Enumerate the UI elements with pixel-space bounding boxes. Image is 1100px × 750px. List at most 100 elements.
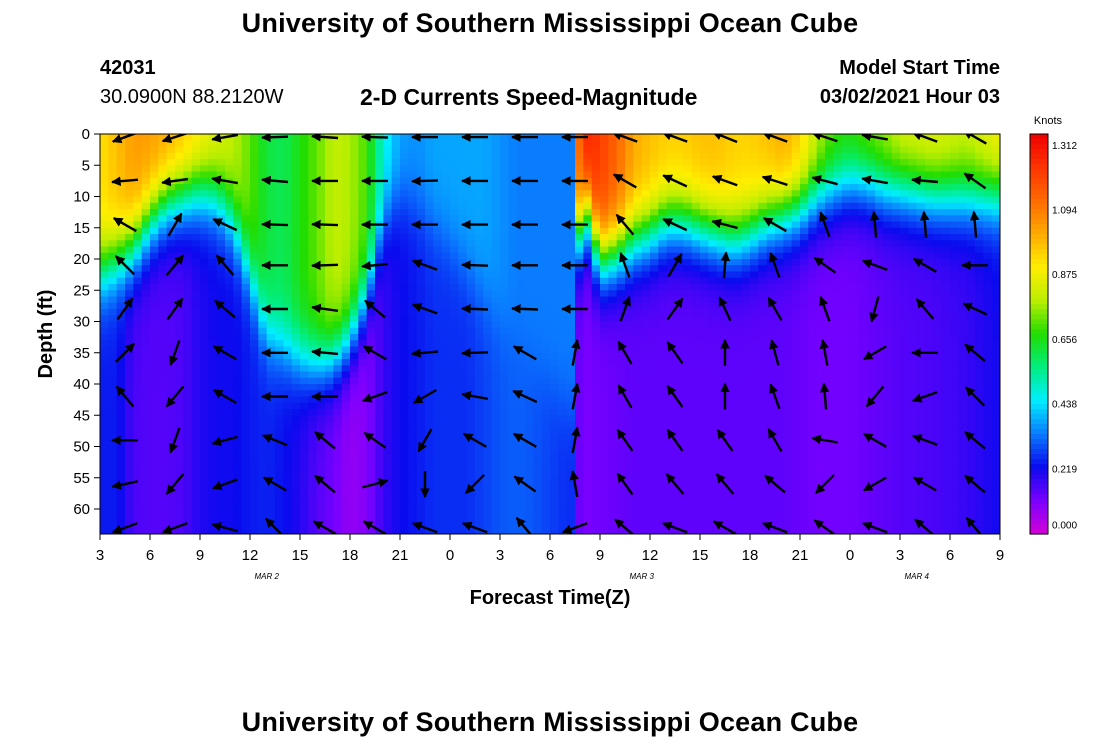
heatmap-cell	[633, 377, 643, 385]
heatmap-cell	[241, 471, 251, 479]
heatmap-cell	[541, 327, 551, 335]
heatmap-cell	[141, 202, 151, 210]
heatmap-cell	[533, 184, 543, 191]
heatmap-cell	[250, 471, 259, 479]
heatmap-cell	[475, 284, 484, 291]
heatmap-cell	[508, 334, 518, 341]
heatmap-cell	[308, 359, 318, 366]
heatmap-cell	[716, 509, 726, 516]
heatmap-cell	[583, 490, 593, 498]
heatmap-cell	[350, 527, 359, 534]
heatmap-cell	[166, 209, 176, 216]
heatmap-cell	[716, 452, 726, 460]
heatmap-cell	[483, 252, 493, 260]
heatmap-cell	[566, 321, 576, 329]
heatmap-cell	[408, 271, 418, 279]
heatmap-cell	[708, 371, 718, 379]
heatmap-cell	[158, 377, 168, 385]
heatmap-cell	[466, 409, 476, 416]
heatmap-cell	[575, 284, 584, 291]
heatmap-cell	[158, 415, 168, 423]
heatmap-cell	[316, 490, 326, 498]
heatmap-cell	[500, 452, 509, 460]
heatmap-cell	[691, 196, 701, 204]
heatmap-cell	[641, 209, 651, 216]
heatmap-cell	[433, 165, 443, 173]
heatmap-cell	[366, 421, 376, 429]
heatmap-cell	[366, 371, 376, 379]
heatmap-cell	[308, 371, 318, 379]
heatmap-cell	[591, 309, 601, 316]
heatmap-cell	[216, 396, 226, 404]
heatmap-cell	[141, 296, 151, 304]
heatmap-cell	[150, 165, 159, 173]
heatmap-cell	[708, 352, 718, 360]
heatmap-cell	[600, 171, 609, 179]
heatmap-cell	[516, 227, 526, 235]
heatmap-cell	[116, 240, 126, 248]
heatmap-cell	[425, 415, 434, 423]
heatmap-cell	[691, 390, 701, 398]
heatmap-cell	[233, 384, 243, 391]
heatmap-cell	[350, 246, 359, 254]
heatmap-cell	[491, 271, 501, 279]
heatmap-cell	[341, 146, 351, 154]
heatmap-cell	[716, 421, 726, 429]
heatmap-cell	[383, 334, 393, 341]
heatmap-cell	[725, 184, 734, 191]
heatmap-cell	[225, 252, 234, 260]
heatmap-cell	[441, 209, 451, 216]
heatmap-cell	[258, 140, 268, 148]
heatmap-cell	[666, 159, 676, 166]
heatmap-cell	[175, 409, 184, 416]
heatmap-cell	[208, 334, 218, 341]
heatmap-cell	[633, 277, 643, 285]
heatmap-cell	[433, 315, 443, 323]
heatmap-cell	[333, 340, 343, 348]
heatmap-cell	[250, 515, 259, 523]
heatmap-cell	[216, 384, 226, 391]
heatmap-cell	[383, 240, 393, 248]
heatmap-cell	[425, 440, 434, 448]
heatmap-cell	[300, 177, 309, 185]
heatmap-cell	[108, 159, 118, 166]
heatmap-cell	[333, 371, 343, 379]
heatmap-cell	[666, 484, 676, 491]
heatmap-cell	[366, 352, 376, 360]
heatmap-cell	[216, 427, 226, 435]
heatmap-cell	[483, 427, 493, 435]
heatmap-cell	[441, 371, 451, 379]
heatmap-cell	[641, 359, 651, 366]
heatmap-cell	[491, 159, 501, 166]
heatmap-cell	[608, 421, 618, 429]
heatmap-cell	[683, 302, 693, 310]
heatmap-cell	[608, 484, 618, 491]
heatmap-cell	[258, 427, 268, 435]
heatmap-cell	[566, 490, 576, 498]
heatmap-cell	[166, 346, 176, 354]
heatmap-cell	[258, 277, 268, 285]
heatmap-cell	[258, 340, 268, 348]
heatmap-cell	[591, 234, 601, 241]
heatmap-cell	[600, 290, 609, 298]
heatmap-cell	[675, 321, 684, 329]
heatmap-cell	[350, 259, 359, 266]
heatmap-cell	[275, 384, 284, 391]
heatmap-cell	[541, 490, 551, 498]
heatmap-cell	[108, 252, 118, 260]
heatmap-cell	[408, 340, 418, 348]
heatmap-cell	[433, 252, 443, 260]
heatmap-cell	[491, 502, 501, 510]
heatmap-cell	[200, 240, 209, 248]
heatmap-cell	[325, 146, 334, 154]
heatmap-cell	[400, 484, 409, 491]
heatmap-cell	[341, 527, 351, 534]
heatmap-cell	[100, 352, 109, 360]
heatmap-cell	[500, 177, 509, 185]
heatmap-cell	[250, 140, 259, 148]
heatmap-cell	[633, 215, 643, 223]
heatmap-cell	[466, 509, 476, 516]
heatmap-cell	[408, 215, 418, 223]
heatmap-cell	[233, 290, 243, 298]
